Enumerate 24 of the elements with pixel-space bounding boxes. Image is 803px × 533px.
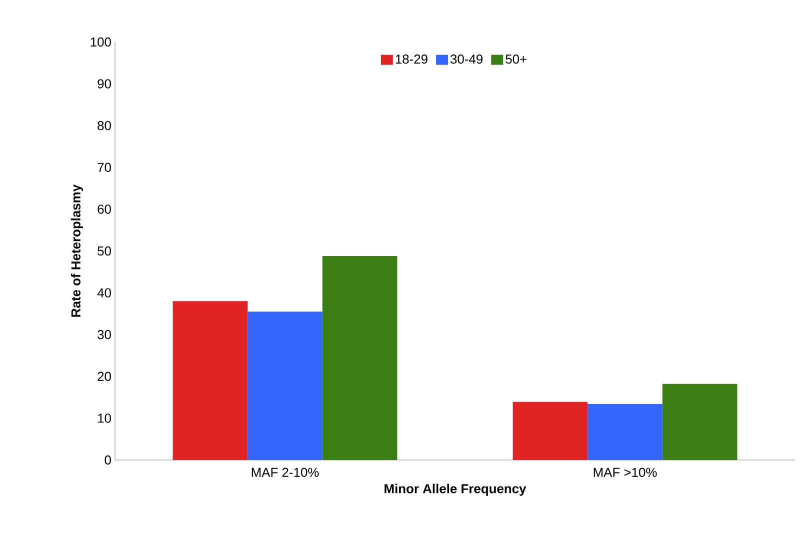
y-tick-label: 40 [97,288,111,298]
y-tick-label: 70 [98,162,111,172]
legend-label: 18-29 [396,54,428,64]
bar [512,402,588,460]
y-tick-label: 60 [98,204,111,214]
y-tick-label: 10 [98,414,111,423]
y-tick-label: 100 [90,37,111,47]
bar [172,301,248,460]
y-tick-label: 90 [98,79,111,88]
x-axis-title: Minor Allele Frequency [384,484,526,496]
x-tick-label: MAF >10% [594,468,657,477]
bar [588,404,662,460]
legend-label: 30-49 [450,54,483,64]
legend-label: 50+ [506,54,526,64]
y-tick-label: 50 [98,246,111,256]
bar [322,256,398,460]
x-tick-label: MAF 2-10% [252,468,319,477]
bar [662,384,738,460]
y-tick-label: 80 [98,121,111,130]
y-tick-label: 20 [98,372,111,381]
bar [248,312,322,460]
y-tick-label: 0 [104,455,111,465]
y-axis-title: Rate of Heteroplasmy [70,184,84,317]
y-tick-label: 30 [98,330,111,340]
